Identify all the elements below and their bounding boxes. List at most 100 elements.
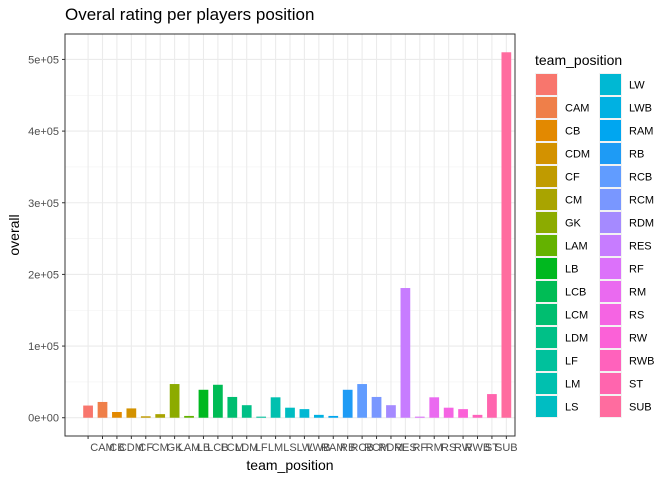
legend-key	[536, 258, 557, 279]
legend-label: SUB	[629, 402, 652, 414]
legend-label: RM	[629, 287, 646, 299]
legend-label: CAM	[565, 103, 589, 115]
x-tick-label: LWB	[307, 442, 330, 454]
legend-label: RS	[629, 310, 644, 322]
legend-key	[536, 281, 557, 302]
legend-key	[600, 189, 621, 210]
chart-title: Overal rating per players position	[65, 5, 314, 24]
x-tick-label: LW	[297, 442, 313, 454]
x-tick-label: RES	[394, 442, 417, 454]
legend-key	[600, 258, 621, 279]
bar	[198, 389, 209, 418]
legend-label: RDM	[629, 218, 654, 230]
bar	[328, 415, 339, 418]
legend-key	[536, 166, 557, 187]
x-tick-label: ST	[485, 442, 499, 454]
legend-key	[536, 396, 557, 417]
legend-label: RCB	[629, 172, 652, 184]
bar	[256, 416, 267, 418]
bar	[357, 384, 367, 418]
legend-label: LB	[565, 264, 578, 276]
x-tick-label: CDM	[119, 442, 144, 454]
bar	[443, 407, 454, 418]
bar	[313, 414, 324, 418]
grid	[65, 34, 515, 436]
legend-title: team_position	[535, 52, 622, 68]
x-tick-label: RW	[454, 442, 473, 454]
legend-label: RWB	[629, 356, 654, 368]
bar	[155, 414, 166, 418]
legend-key	[600, 120, 621, 141]
x-tick-label: CAM	[90, 442, 114, 454]
legend-label: RW	[629, 333, 648, 345]
legend-key	[600, 396, 621, 417]
bar	[126, 408, 137, 418]
legend-key	[536, 74, 557, 95]
legend-label: LCM	[565, 310, 588, 322]
y-axis-title: overall	[6, 214, 22, 255]
legend-key	[600, 166, 621, 187]
legend-key	[536, 350, 557, 371]
bar	[414, 416, 425, 418]
legend-key	[600, 327, 621, 348]
legend-key	[536, 304, 557, 325]
x-tick-label: SUB	[495, 442, 518, 454]
legend-label: RES	[629, 241, 652, 253]
y-tick-label: 3e+05	[28, 198, 59, 210]
bar	[386, 405, 396, 418]
bar	[213, 384, 223, 418]
x-tick-label: GK	[167, 442, 184, 454]
x-tick-label: CB	[109, 442, 124, 454]
legend-label: LS	[565, 402, 578, 414]
x-tick-label: RB	[340, 442, 355, 454]
bar	[429, 397, 440, 418]
legend-key	[536, 327, 557, 348]
bar	[458, 409, 468, 418]
bar	[285, 407, 295, 418]
x-tick-label: RWB	[465, 442, 490, 454]
bar	[270, 397, 281, 418]
bar	[371, 396, 382, 418]
bar	[169, 384, 180, 418]
legend-key	[600, 350, 621, 371]
legend-label: LDM	[565, 333, 588, 345]
legend-key	[536, 97, 557, 118]
legend-label: CDM	[565, 149, 590, 161]
legend-label: CF	[565, 172, 580, 184]
x-tick-label: RS	[441, 442, 456, 454]
bar	[83, 405, 93, 418]
y-tick-label: 1e+05	[28, 341, 59, 353]
legend-key	[600, 281, 621, 302]
bar	[342, 389, 353, 418]
bar	[184, 415, 194, 418]
x-tick-label: LAM	[178, 442, 201, 454]
bars	[83, 52, 512, 418]
x-tick-label: LS	[283, 442, 296, 454]
bar	[501, 52, 512, 418]
x-tick-label: RCB	[350, 442, 373, 454]
bar	[299, 409, 310, 418]
legend-key	[600, 304, 621, 325]
x-tick-label: RDM	[378, 442, 403, 454]
legend-key	[600, 97, 621, 118]
legend-label: RCM	[629, 195, 654, 207]
x-tick-label: CF	[138, 442, 153, 454]
y-tick-label: 4e+05	[28, 126, 59, 138]
legend-key	[536, 120, 557, 141]
x-tick-label: LDM	[235, 442, 258, 454]
x-tick-label: RAM	[321, 442, 345, 454]
bar	[112, 411, 122, 418]
legend-key	[536, 143, 557, 164]
x-tick-label: RCM	[364, 442, 389, 454]
legend-label: GK	[565, 218, 582, 230]
legend-key	[536, 212, 557, 233]
legend-key	[600, 373, 621, 394]
legend-label: LAM	[565, 241, 588, 253]
legend-label: CB	[565, 126, 580, 138]
legend-key	[536, 189, 557, 210]
y-tick-label: 5e+05	[28, 54, 59, 66]
bar	[472, 414, 483, 418]
bar	[97, 401, 108, 418]
